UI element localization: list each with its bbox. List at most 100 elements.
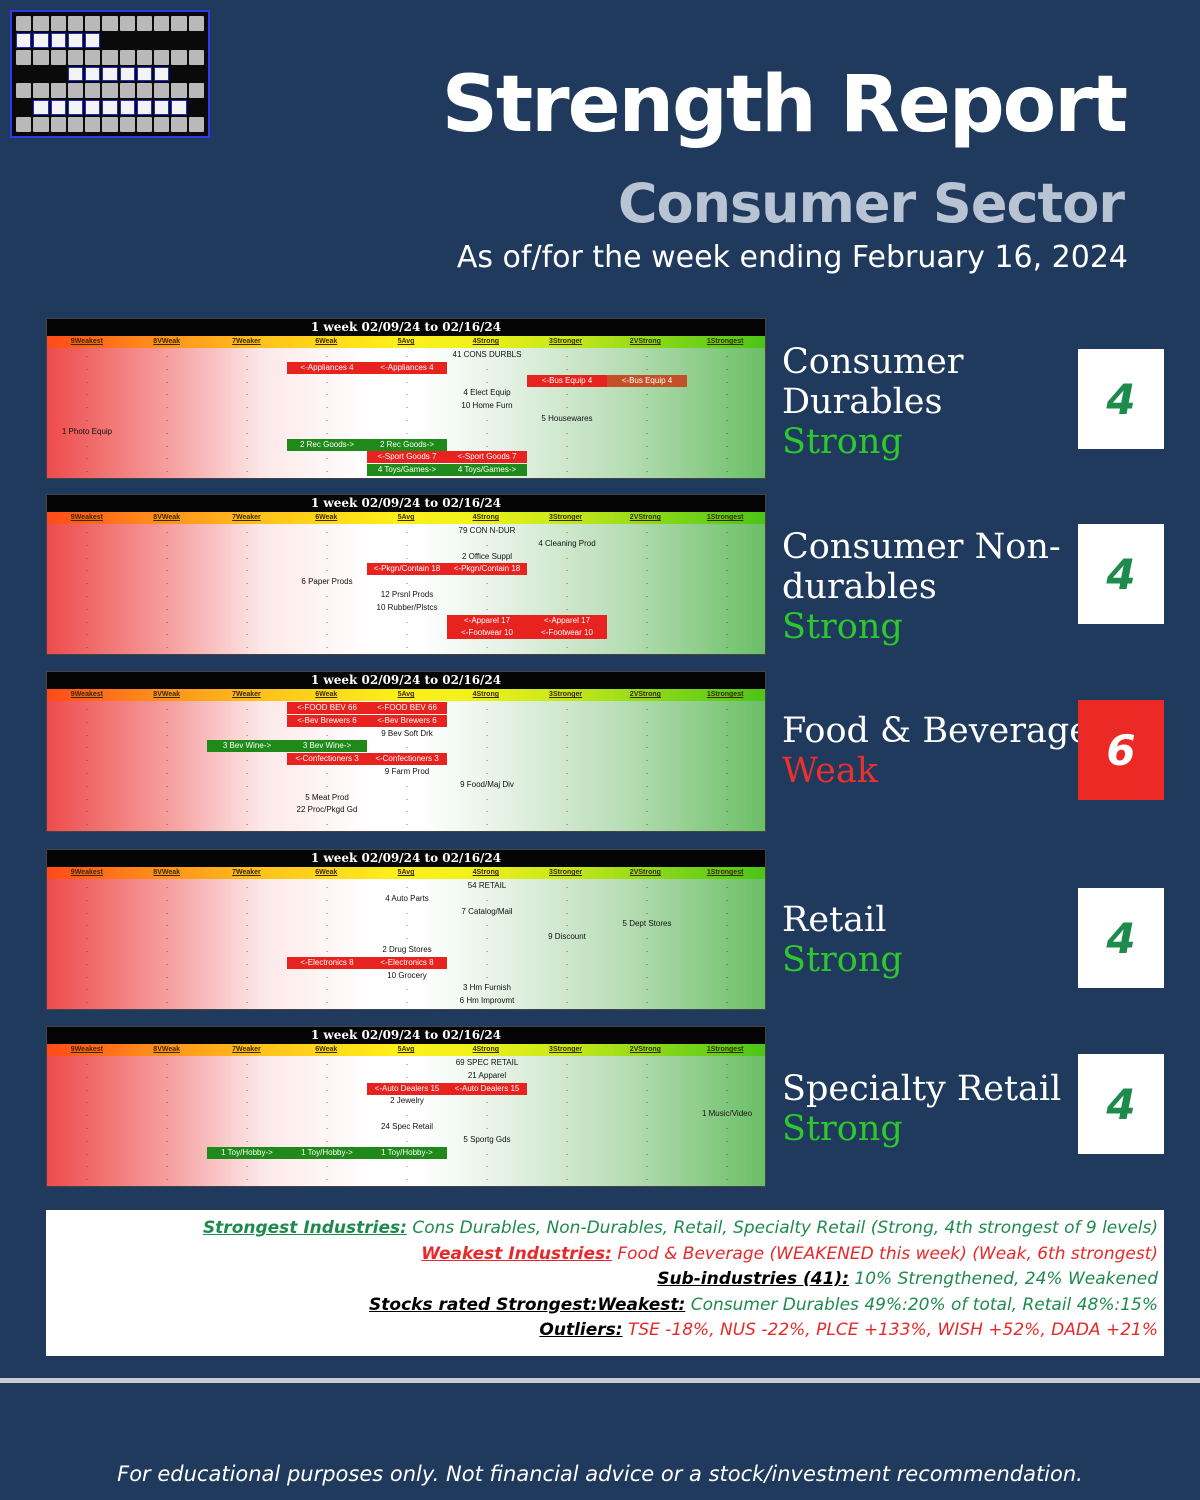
grid-dot: . (165, 996, 169, 1006)
grid-dot: . (645, 792, 649, 802)
column-header: 8VWeak (153, 514, 181, 521)
grid-dot: . (85, 388, 89, 398)
grid-dot: . (725, 1083, 729, 1093)
grid-dot: . (85, 703, 89, 712)
grid-dot: . (85, 996, 89, 1006)
industry-label: 1 Music/Video (701, 1109, 753, 1119)
grid-dot: . (405, 881, 409, 890)
industry-label: 6 Hm Improvmt (459, 996, 515, 1006)
grid-dot: . (325, 1070, 329, 1080)
column-header: 1Strongest (706, 514, 744, 521)
sector-name: Retail (782, 900, 887, 940)
grid-dot: . (725, 401, 729, 411)
grid-dot: . (565, 439, 569, 449)
logo-tile (50, 66, 66, 82)
logo-tile (136, 100, 153, 116)
logo-tile (154, 100, 170, 116)
grid-dot: . (245, 703, 249, 712)
grid-dot: . (725, 818, 729, 828)
grid-dot: . (165, 1109, 169, 1119)
grid-dot: . (485, 538, 489, 548)
grid-dot: . (85, 805, 89, 815)
industry-label: 2 Jewelry (390, 1096, 424, 1106)
grid-dot: . (165, 741, 169, 751)
grid-dot: . (165, 818, 169, 828)
grid-dot: . (405, 805, 409, 815)
grid-dot: . (645, 741, 649, 751)
grid-dot: . (725, 577, 729, 587)
column-header: 2VStrong (629, 514, 661, 521)
grid-dot: . (325, 1160, 329, 1170)
grid-dot: . (485, 1122, 489, 1131)
grid-dot: . (165, 805, 169, 815)
grid-dot: . (565, 465, 569, 475)
grid-dot: . (405, 1109, 409, 1119)
grid-dot: . (165, 439, 169, 449)
chart-heading: 1 week 02/09/24 to 02/16/24 (47, 319, 765, 336)
grid-dot: . (325, 401, 329, 411)
grid-dot: . (725, 590, 729, 599)
column-header: 4Strong (472, 1046, 500, 1053)
grid-dot: . (405, 641, 409, 651)
logo-tile (119, 32, 135, 48)
strength-chart-consumer-nondurables: 1 week 02/09/24 to 02/16/24 9Weakest 8VWea… (46, 494, 766, 655)
grid-dot: . (165, 538, 169, 548)
column-header: 3Stronger (549, 1046, 583, 1053)
grid-dot: . (85, 728, 89, 738)
summary-outliers: Outliers: TSE -18%, NUS -22%, PLCE +133%… (46, 1318, 1158, 1344)
grid-dot: . (725, 551, 729, 561)
grid-dot: . (565, 818, 569, 828)
grid-dot: . (165, 1083, 169, 1093)
grid-dot: . (565, 945, 569, 954)
industry-label: <-Apparel 17 (527, 614, 607, 627)
logo-tile (16, 32, 32, 48)
industry-label: 21 Apparel (467, 1070, 507, 1080)
logo-tile (171, 117, 187, 132)
grid-dot: . (325, 1058, 329, 1067)
grid-dot: . (165, 1173, 169, 1183)
grid-dot: . (245, 526, 249, 535)
column-header: 6Weak (315, 514, 338, 521)
logo-tile (102, 66, 118, 82)
grid-dot: . (645, 1070, 649, 1080)
grid-dot: . (565, 452, 569, 462)
grid-dot: . (485, 945, 489, 954)
grid-dot: . (245, 1070, 249, 1080)
industry-label: <-Pkgn/Contain 18 (367, 563, 447, 576)
grid-dot: . (485, 602, 489, 612)
chart-heading: 1 week 02/09/24 to 02/16/24 (47, 1027, 765, 1044)
grid-dot: . (245, 1058, 249, 1067)
logo-tile (85, 117, 101, 132)
grid-dot: . (85, 1058, 89, 1067)
grid-dot: . (245, 893, 249, 903)
grid-dot: . (245, 590, 249, 599)
grid-dot: . (725, 957, 729, 967)
grid-dot: . (565, 779, 569, 789)
grid-dot: . (245, 362, 249, 372)
grid-dot: . (405, 577, 409, 587)
grid-dot: . (725, 893, 729, 903)
grid-dot: . (725, 1134, 729, 1144)
column-header: 5Avg (397, 691, 415, 698)
industry-label: 5 Meat Prod (305, 792, 349, 802)
column-header: 5Avg (397, 1046, 415, 1053)
grid-dot: . (485, 728, 489, 738)
grid-dot: . (165, 551, 169, 561)
grid-dot: . (565, 1083, 569, 1093)
grid-dot: . (645, 439, 649, 449)
summary-value: TSE -18%, NUS -22%, PLCE +133%, WISH +52… (627, 1320, 1158, 1340)
grid-dot: . (645, 401, 649, 411)
logo-tile (136, 16, 153, 31)
grid-dot: . (645, 1058, 649, 1067)
grid-dot: . (725, 741, 729, 751)
column-header: 4Strong (472, 338, 500, 345)
logo-tile (102, 32, 118, 48)
industry-label: <-Bev Brewers 6 (367, 714, 447, 727)
grid-dot: . (565, 728, 569, 738)
grid-dot: . (165, 779, 169, 789)
industry-label: 4 Toys/Games-> (367, 464, 447, 477)
grid-dot: . (85, 615, 89, 625)
grid-dot: . (645, 538, 649, 548)
grid-dot: . (565, 526, 569, 535)
grid-dot: . (645, 932, 649, 942)
